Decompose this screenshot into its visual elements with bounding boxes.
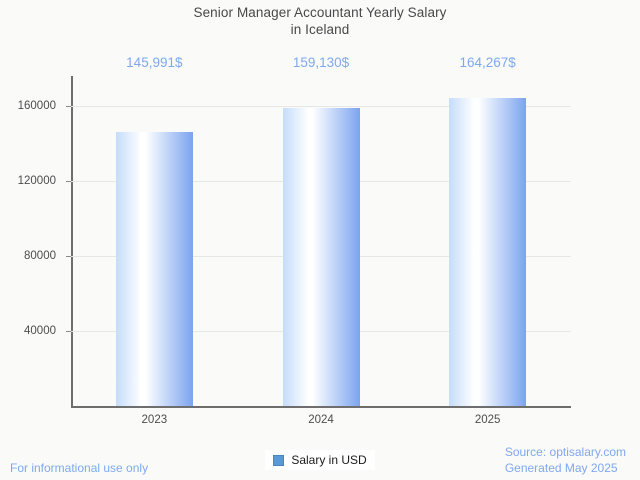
value-label-2023: 145,991$ — [126, 55, 183, 70]
category-label-2023: 2023 — [141, 414, 168, 426]
source-block: Source: optisalary.com Generated May 202… — [505, 445, 626, 476]
y-axis-tick-labels: 40000 80000 120000 160000 — [0, 76, 64, 406]
value-label-2025: 164,267$ — [459, 55, 516, 70]
plot-area — [66, 76, 571, 408]
bar-2023[interactable] — [115, 132, 193, 406]
chart-title-line-2: in Iceland — [290, 22, 350, 37]
source-text: Source: optisalary.com — [504, 445, 626, 459]
generated-text: Generated May 2025 — [504, 460, 618, 475]
x-axis-line — [71, 406, 571, 408]
y-axis-tick-mark — [66, 331, 71, 332]
chart-title-line-1: Senior Manager Accountant Yearly Salary — [193, 5, 447, 20]
gridline — [71, 106, 571, 107]
chart-legend: Salary in USD — [0, 450, 640, 470]
y-axis-tick-label: 160000 — [17, 100, 56, 112]
legend-item-salary[interactable]: Salary in USD — [265, 450, 375, 470]
y-axis-tick-label: 80000 — [24, 250, 56, 262]
y-axis-tick-mark — [66, 181, 71, 182]
chart-title: Senior Manager Accountant Yearly Salary … — [0, 4, 640, 38]
category-label-2024: 2024 — [308, 414, 334, 426]
y-axis-tick-label: 40000 — [24, 325, 56, 337]
legend-swatch-icon — [273, 454, 285, 466]
value-label-2024: 159,130$ — [292, 55, 350, 70]
y-axis-tick-label: 120000 — [17, 175, 56, 187]
category-label-2025: 2025 — [474, 414, 501, 426]
disclaimer-text: For informational use only — [10, 461, 149, 475]
y-axis-tick-mark — [66, 106, 71, 107]
y-axis-tick-mark — [66, 256, 71, 257]
bar-2025[interactable] — [449, 98, 527, 406]
bar-2024[interactable] — [282, 107, 360, 406]
legend-label: Salary in USD — [291, 453, 367, 467]
y-axis-line — [71, 76, 73, 406]
